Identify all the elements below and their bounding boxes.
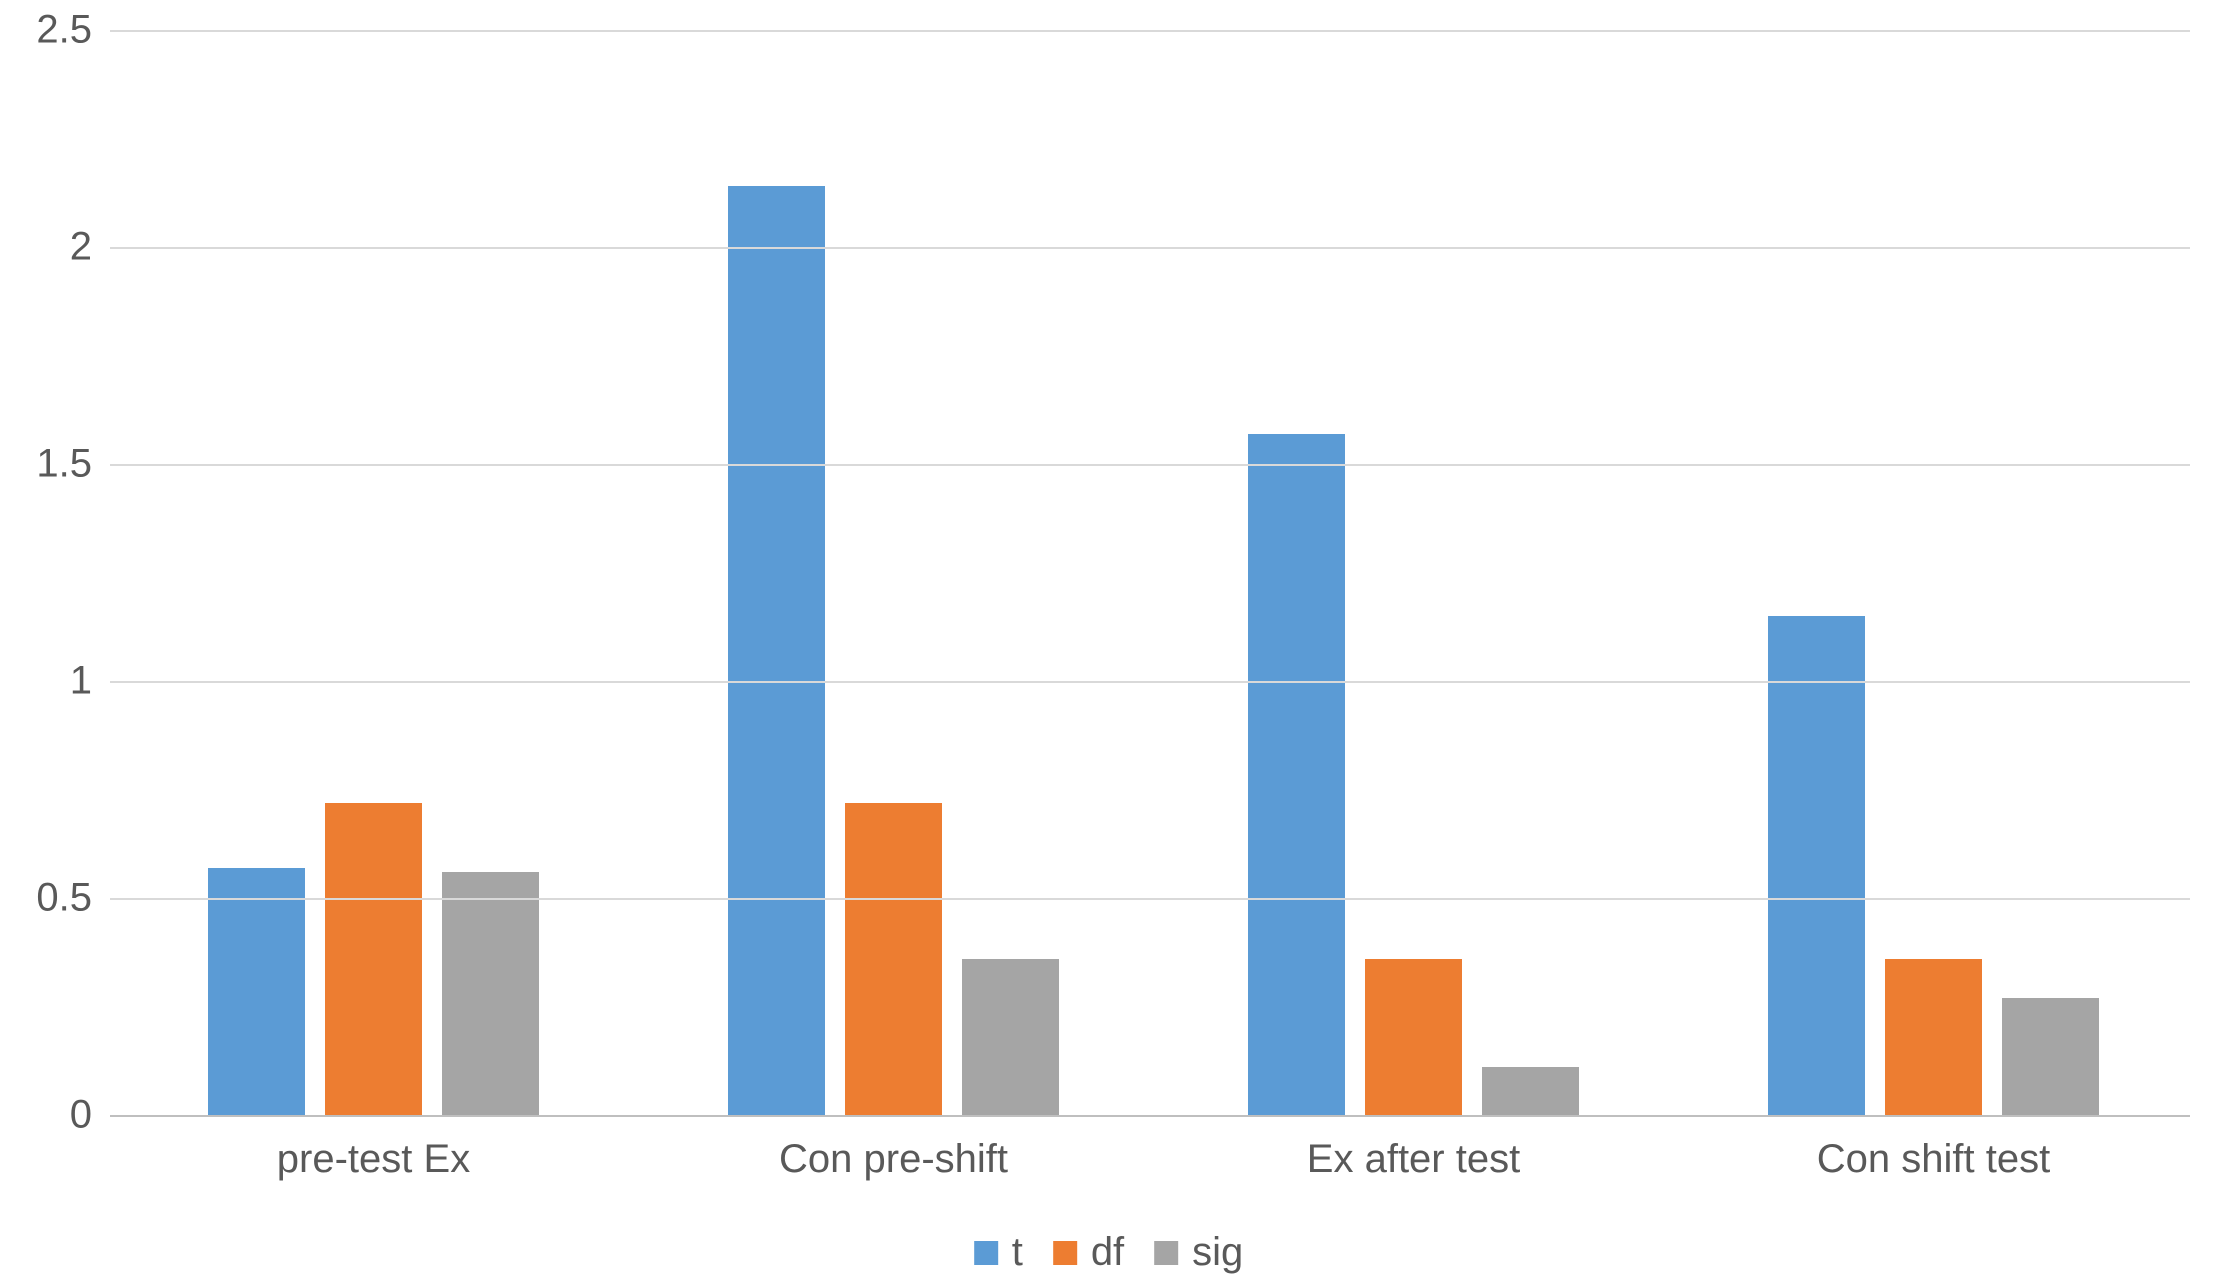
bar-chart: 0 0.5 1 1.5 2 2.5 pre-test Ex Con pre-shift Ex a… [0,0,2217,1288]
y-tick-label: 2 [70,225,110,270]
y-tick-label: 1 [70,659,110,704]
plot-area: 00.511.522.5pre-test ExCon pre-shiftEx a… [110,30,2190,1115]
bar [442,872,539,1115]
bar [325,803,422,1115]
y-tick-label: 0.5 [36,876,110,921]
legend-item: df [1053,1230,1124,1275]
x-category-label: pre-test Ex [277,1115,470,1182]
bar [1365,959,1462,1115]
legend-item: t [974,1230,1023,1275]
bar [1885,959,1982,1115]
legend-label: sig [1192,1230,1243,1275]
legend-swatch [974,1241,998,1265]
legend: t df sig [974,1230,1244,1275]
legend-item: sig [1154,1230,1243,1275]
legend-swatch [1154,1241,1178,1265]
gridline [110,30,2190,32]
gridline [110,464,2190,466]
x-category-label: Ex after test [1307,1115,1520,1182]
y-tick-label: 1.5 [36,442,110,487]
y-tick-label: 2.5 [36,8,110,53]
legend-label: df [1091,1230,1124,1275]
gridline [110,681,2190,683]
gridline [110,247,2190,249]
bar [1482,1067,1579,1115]
bars-layer [110,30,2190,1115]
legend-label: t [1012,1230,1023,1275]
legend-swatch [1053,1241,1077,1265]
gridline [110,898,2190,900]
bar [2002,998,2099,1115]
bar [1768,616,1865,1115]
bar [962,959,1059,1115]
x-category-label: Con pre-shift [779,1115,1008,1182]
bar [845,803,942,1115]
bar [208,868,305,1115]
bar [1248,434,1345,1115]
x-category-label: Con shift test [1817,1115,2050,1182]
y-tick-label: 0 [70,1093,110,1138]
bar [728,186,825,1115]
